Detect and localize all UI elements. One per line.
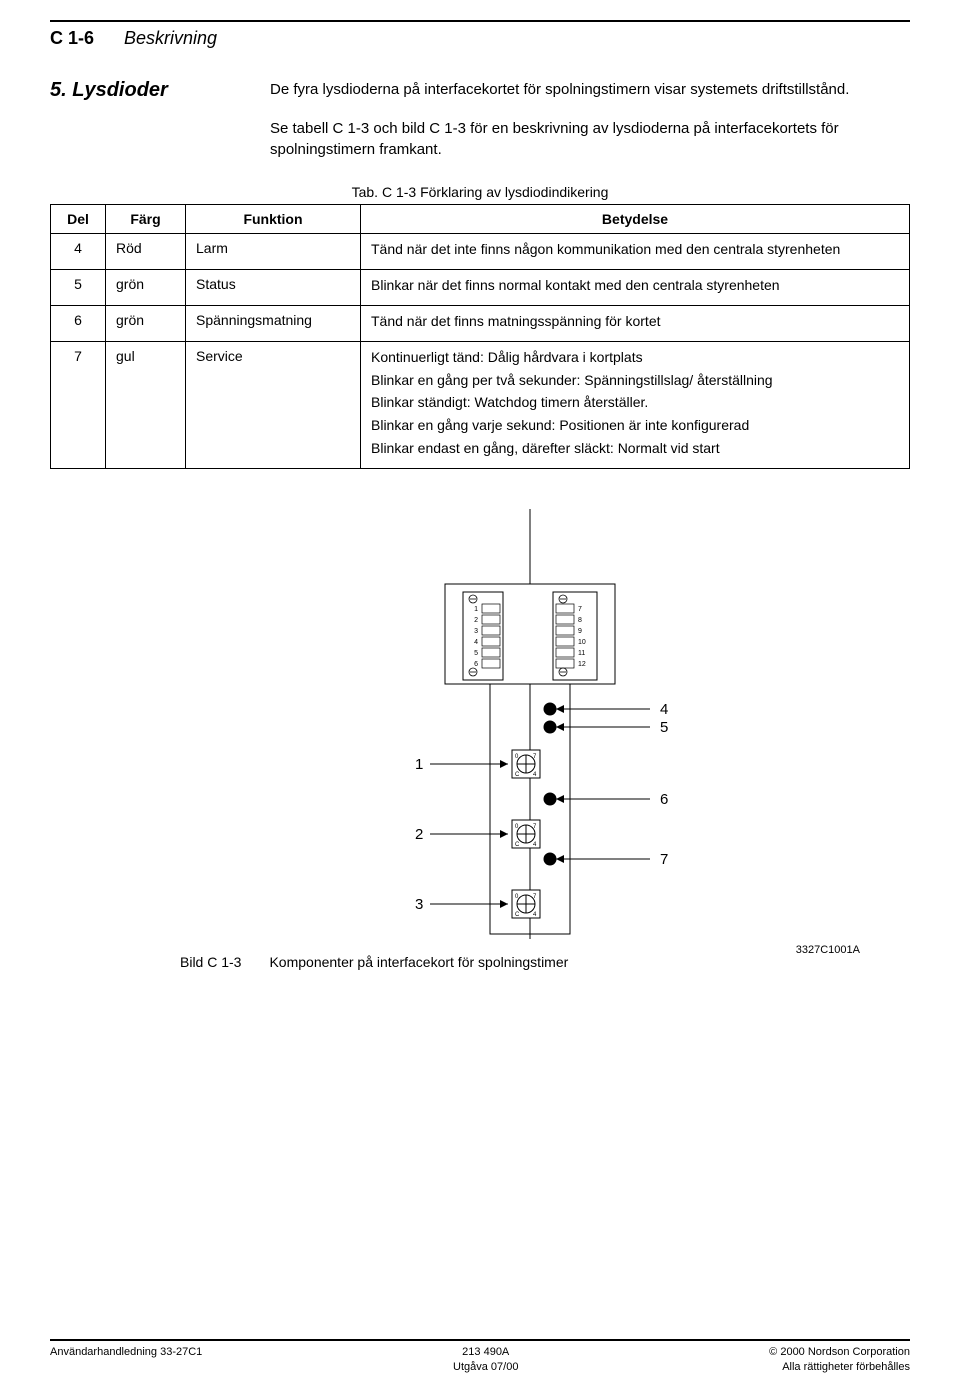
- footer-right-2: Alla rättigheter förbehålles: [769, 1360, 910, 1374]
- table-row: 5grönStatusBlinkar när det finns normal …: [51, 269, 910, 305]
- svg-text:3: 3: [474, 628, 478, 635]
- cell-farg: Röd: [106, 234, 186, 270]
- svg-text:C: C: [515, 842, 520, 848]
- svg-text:4: 4: [474, 639, 478, 646]
- svg-text:11: 11: [578, 650, 585, 657]
- page-number: C 1-6: [50, 28, 94, 49]
- svg-text:12: 12: [578, 661, 586, 668]
- svg-text:5: 5: [660, 719, 668, 736]
- cell-farg: gul: [106, 341, 186, 468]
- svg-text:9: 9: [578, 628, 582, 635]
- cell-del: 5: [51, 269, 106, 305]
- figure-caption: Komponenter på interfacekort för spolnin…: [269, 954, 568, 970]
- footer-right-1: © 2000 Nordson Corporation: [769, 1345, 910, 1359]
- svg-text:7: 7: [578, 606, 582, 613]
- svg-text:C: C: [515, 772, 520, 778]
- table-caption: Tab. C 1-3 Förklaring av lysdiodindikeri…: [50, 184, 910, 200]
- svg-text:6: 6: [474, 661, 478, 668]
- svg-text:3: 3: [415, 896, 423, 913]
- page-header: C 1-6 Beskrivning: [50, 28, 910, 49]
- cell-betydelse: Blinkar när det finns normal kontakt med…: [361, 269, 910, 305]
- svg-text:5: 5: [474, 650, 478, 657]
- table-row: 7gulServiceKontinuerligt tänd: Dålig hår…: [51, 341, 910, 468]
- footer-left: Användarhandledning 33-27C1: [50, 1345, 202, 1374]
- led-table: Del Färg Funktion Betydelse 4RödLarmTänd…: [50, 204, 910, 469]
- footer-center-2: Utgåva 07/00: [453, 1360, 518, 1374]
- cell-funktion: Status: [186, 269, 361, 305]
- figure: 123456 789101112 07C407C407C4 4567123 33…: [50, 509, 910, 970]
- svg-text:10: 10: [578, 639, 586, 646]
- figure-label: Bild C 1-3: [180, 954, 241, 970]
- svg-text:1: 1: [474, 606, 478, 613]
- th-farg: Färg: [106, 205, 186, 234]
- cell-betydelse: Kontinuerligt tänd: Dålig hårdvara i kor…: [361, 341, 910, 468]
- svg-text:C: C: [515, 912, 520, 918]
- cell-del: 4: [51, 234, 106, 270]
- th-funktion: Funktion: [186, 205, 361, 234]
- cell-farg: grön: [106, 269, 186, 305]
- intro-paragraph-1: De fyra lysdioderna på interfacekortet f…: [270, 79, 849, 100]
- footer-center-1: 213 490A: [453, 1345, 518, 1359]
- svg-text:7: 7: [660, 851, 668, 868]
- section-header: Beskrivning: [124, 28, 217, 49]
- svg-text:1: 1: [415, 756, 423, 773]
- section-title: 5. Lysdioder: [50, 79, 250, 102]
- figure-code: 3327C1001A: [796, 944, 860, 956]
- th-betydelse: Betydelse: [361, 205, 910, 234]
- table-row: 4RödLarmTänd när det inte finns någon ko…: [51, 234, 910, 270]
- th-del: Del: [51, 205, 106, 234]
- svg-text:8: 8: [578, 617, 582, 624]
- page-footer: Användarhandledning 33-27C1 213 490A Utg…: [50, 1339, 910, 1374]
- intro-paragraph-2: Se tabell C 1-3 och bild C 1-3 för en be…: [270, 118, 910, 160]
- cell-betydelse: Tänd när det inte finns någon kommunikat…: [361, 234, 910, 270]
- cell-funktion: Spänningsmatning: [186, 305, 361, 341]
- cell-funktion: Larm: [186, 234, 361, 270]
- svg-text:2: 2: [474, 617, 478, 624]
- board-diagram: 123456 789101112 07C407C407C4 4567123: [220, 509, 740, 939]
- svg-text:4: 4: [660, 701, 668, 718]
- cell-del: 6: [51, 305, 106, 341]
- cell-funktion: Service: [186, 341, 361, 468]
- cell-betydelse: Tänd när det finns matningsspänning för …: [361, 305, 910, 341]
- cell-farg: grön: [106, 305, 186, 341]
- svg-text:6: 6: [660, 791, 668, 808]
- table-row: 6grönSpänningsmatningTänd när det finns …: [51, 305, 910, 341]
- cell-del: 7: [51, 341, 106, 468]
- svg-text:2: 2: [415, 826, 423, 843]
